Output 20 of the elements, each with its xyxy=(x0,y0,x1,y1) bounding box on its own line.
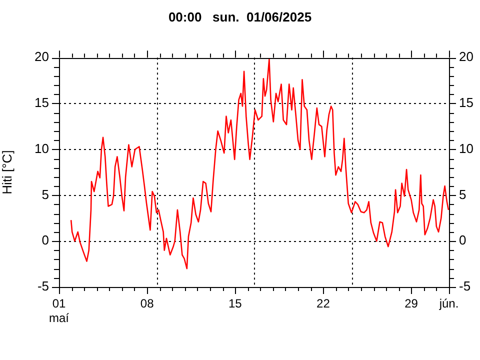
chart-title: 00:00 sun. 01/06/2025 xyxy=(168,9,312,24)
y2-tick-label: 10 xyxy=(459,140,474,156)
y2-tick-label: 15 xyxy=(459,95,474,110)
x-tick-label: 22 xyxy=(316,296,330,311)
y-tick-label: 15 xyxy=(34,95,49,110)
y-tick-label: 20 xyxy=(34,49,49,64)
x-tick-label: 29 xyxy=(404,296,418,311)
x-tick-label: 01 maí xyxy=(48,296,70,325)
y2-tick-label: 5 xyxy=(459,186,466,202)
x-tick-label: 15 xyxy=(228,296,242,311)
y-tick-label: -5 xyxy=(37,278,49,294)
x-tick-label: jún. xyxy=(438,296,459,311)
y-tick-label: 5 xyxy=(42,186,49,202)
y-tick-label: 0 xyxy=(42,232,49,248)
y-axis-title: Hiti [°C] xyxy=(0,150,14,194)
y-tick-label: 10 xyxy=(34,140,49,156)
y2-tick-label: -5 xyxy=(459,278,471,294)
y2-tick-label: 0 xyxy=(459,232,466,248)
y2-tick-label: 20 xyxy=(459,49,474,64)
x-tick-label: 08 xyxy=(140,296,154,311)
